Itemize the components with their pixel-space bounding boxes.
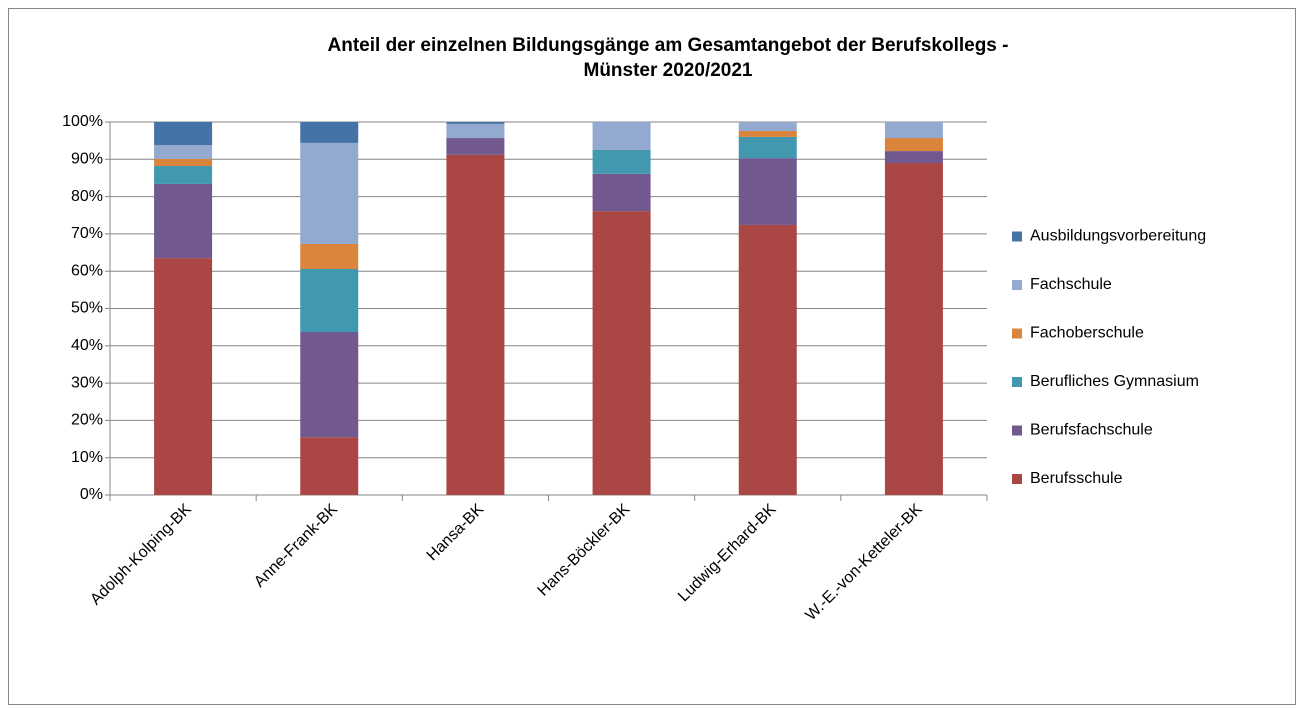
- y-tick-label: 30%: [71, 374, 103, 391]
- bar-segment: [738, 130, 797, 137]
- y-tick-label: 100%: [62, 113, 103, 130]
- bar-segment: [154, 145, 213, 159]
- bar-segment: [300, 331, 359, 438]
- bar-segment: [300, 142, 359, 244]
- y-tick-label: 40%: [71, 337, 103, 354]
- y-tick-label: 0%: [80, 486, 103, 503]
- bar-segment: [738, 224, 797, 495]
- chart-border: [8, 8, 1296, 705]
- bar-segment: [300, 122, 359, 143]
- bar-segment: [738, 136, 797, 159]
- bar-segment: [154, 258, 213, 495]
- bar-segment: [884, 138, 943, 152]
- bar-segment: [884, 163, 943, 495]
- chart-title: Anteil der einzelnen Bildungsgänge am Ge…: [328, 35, 1009, 56]
- y-tick-label: 60%: [71, 262, 103, 279]
- legend-label: Fachoberschule: [1030, 325, 1144, 342]
- bar-segment: [592, 173, 651, 212]
- y-tick-label: 70%: [71, 225, 103, 242]
- legend-swatch: [1012, 425, 1022, 436]
- bar-segment: [446, 123, 505, 139]
- legend-label: Berufliches Gymnasium: [1030, 373, 1199, 390]
- bar-segment: [738, 122, 797, 131]
- bar-segment: [300, 437, 359, 495]
- legend-swatch: [1012, 377, 1022, 387]
- legend-label: Fachschule: [1030, 276, 1112, 293]
- bar-segment: [154, 183, 213, 259]
- bar-segment: [154, 166, 213, 184]
- y-tick-label: 10%: [71, 449, 103, 466]
- legend-label: Ausbildungsvorbereitung: [1030, 228, 1206, 245]
- y-tick-label: 50%: [71, 300, 103, 317]
- bar-segment: [884, 151, 943, 164]
- legend-swatch: [1012, 474, 1022, 484]
- legend-label: Berufsfachschule: [1030, 422, 1153, 439]
- y-tick-label: 80%: [71, 188, 103, 205]
- bar-segment: [154, 158, 213, 167]
- chart-title: Münster 2020/2021: [584, 60, 753, 81]
- legend-swatch: [1012, 231, 1022, 242]
- y-tick-label: 90%: [71, 151, 103, 168]
- bar-segment: [300, 243, 359, 269]
- bar-segment: [738, 158, 797, 225]
- bar-segment: [446, 122, 505, 124]
- bar-segment: [154, 122, 213, 146]
- bar-segment: [592, 149, 651, 174]
- bar-segment: [592, 211, 651, 495]
- bar-segment: [446, 154, 505, 495]
- legend-label: Berufsschule: [1030, 470, 1123, 487]
- bar-segment: [446, 138, 505, 155]
- legend-swatch: [1012, 280, 1022, 290]
- bar-segment: [300, 268, 359, 332]
- y-tick-label: 20%: [71, 412, 103, 429]
- bar-segment: [884, 122, 943, 139]
- bar-segment: [592, 122, 651, 150]
- legend-swatch: [1012, 328, 1022, 339]
